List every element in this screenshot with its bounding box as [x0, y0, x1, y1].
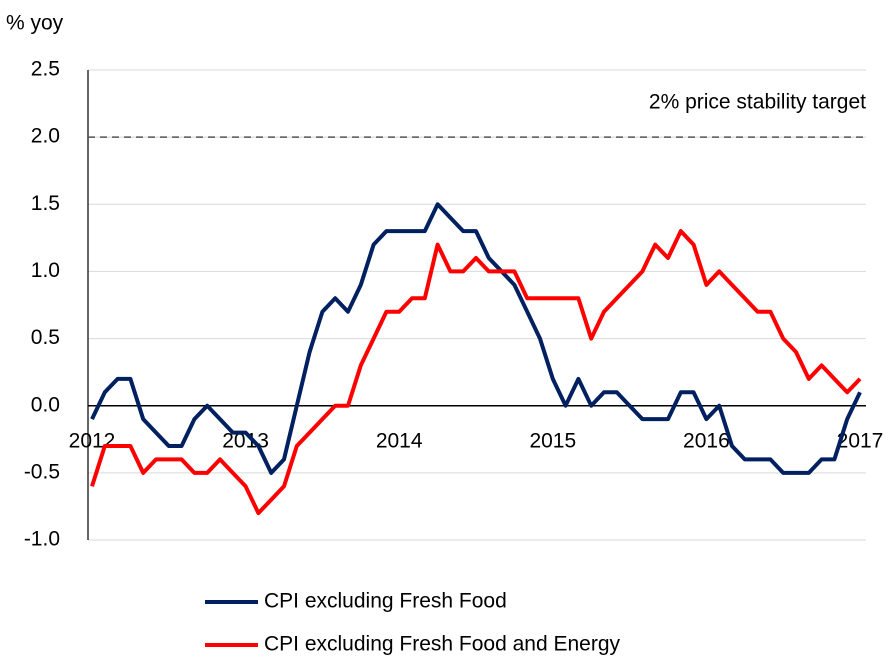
series-line: [90, 229, 862, 516]
y-tick-label: 2.5: [31, 58, 60, 81]
series-line: [90, 202, 862, 475]
reference-label: 2% price stability target: [649, 91, 866, 114]
y-tick-label: 2.0: [31, 125, 60, 148]
y-tick-label: 0.5: [31, 326, 60, 349]
y-tick-label: -0.5: [24, 460, 60, 483]
y-tick-label: -1.0: [24, 528, 60, 551]
x-tick-label: 2014: [376, 429, 423, 452]
x-tick-label: 2012: [69, 429, 116, 452]
legend-label: CPI excluding Fresh Food and Energy: [264, 633, 621, 656]
y-tick-label: 1.0: [31, 259, 60, 282]
x-tick-label: 2015: [529, 429, 576, 452]
y-tick-label: 0.0: [31, 393, 60, 416]
legend-label: CPI excluding Fresh Food: [264, 590, 507, 613]
y-axis-label: % yoy: [6, 12, 64, 35]
x-tick-label: 2016: [683, 429, 730, 452]
y-tick-label: 1.5: [31, 192, 60, 215]
x-tick-label: 2017: [837, 429, 884, 452]
